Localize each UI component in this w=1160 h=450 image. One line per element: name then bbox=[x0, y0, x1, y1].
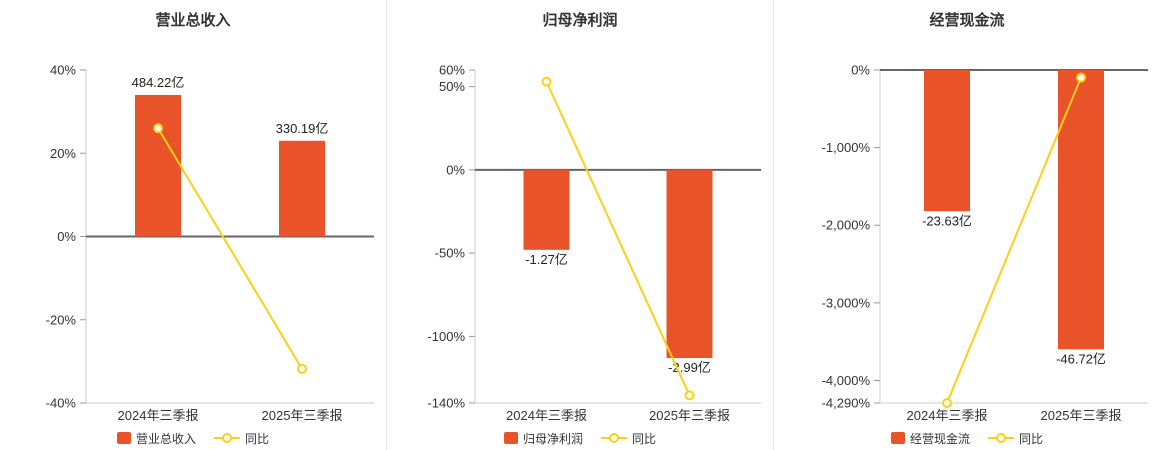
legend-item-cash-flow-yoy-line[interactable]: 同比 bbox=[988, 430, 1043, 447]
net-profit-chart-plot: 60%50%0%-50%-100%-140%-1.27亿-2.99亿2024年三… bbox=[427, 63, 761, 423]
x-axis-label: 2024年三季报 bbox=[118, 408, 199, 423]
chart-legend-revenue: 营业总收入 同比 bbox=[116, 426, 269, 450]
bar-2024年三季报[interactable] bbox=[523, 169, 570, 250]
chart-legend-net-profit: 归母净利润 同比 bbox=[503, 426, 656, 450]
bar-2024年三季报[interactable] bbox=[135, 94, 181, 237]
y-axis-tick-label: 20% bbox=[50, 146, 76, 161]
x-axis-label: 2025年三季报 bbox=[262, 408, 343, 423]
y-axis-tick-label: 0% bbox=[446, 162, 465, 177]
y-axis-tick-label: -100% bbox=[427, 329, 465, 344]
y-axis-tick-label: -4,000% bbox=[822, 373, 871, 388]
y-axis-tick-label: -3,000% bbox=[822, 295, 871, 310]
y-axis-tick-label: -140% bbox=[427, 396, 465, 411]
bar-value-label: -46.72亿 bbox=[1056, 351, 1106, 366]
bar-value-label: -23.63亿 bbox=[922, 213, 972, 228]
yoy-line bbox=[545, 81, 691, 396]
x-axis-label: 2024年三季报 bbox=[907, 408, 988, 423]
bar-series-label: 经营现金流 bbox=[909, 431, 970, 446]
yoy-line bbox=[946, 77, 1082, 404]
legend-item-revenue-bars[interactable]: 营业总收入 bbox=[116, 430, 196, 447]
bar-2025年三季报[interactable] bbox=[279, 140, 325, 237]
line-series-marker-icon bbox=[601, 433, 627, 443]
bar-2024年三季报[interactable] bbox=[924, 70, 970, 212]
y-axis-tick-label: -20% bbox=[46, 312, 77, 327]
yoy-point bbox=[1076, 72, 1086, 83]
bar-series-swatch bbox=[503, 432, 518, 444]
x-axis-label: 2024年三季报 bbox=[506, 408, 587, 423]
chart-legend-cash-flow: 经营现金流 同比 bbox=[890, 426, 1043, 450]
line-series-marker-icon bbox=[988, 433, 1014, 443]
legend-item-cash-flow-bars[interactable]: 经营现金流 bbox=[890, 430, 970, 447]
legend-item-net-profit-yoy-line[interactable]: 同比 bbox=[601, 430, 656, 447]
chart-panel-net-profit: 归母净利润 60% 50% 0% -50% -100% -140% -1.27亿 -2.99亿… bbox=[386, 0, 773, 450]
bar-series-label: 营业总收入 bbox=[135, 431, 196, 446]
bar-series-swatch bbox=[890, 432, 905, 444]
chart-title-net-profit: 归母净利润 bbox=[542, 12, 618, 29]
chart-title-cash-flow: 经营现金流 bbox=[929, 12, 1005, 29]
x-axis-label: 2025年三季报 bbox=[649, 408, 730, 423]
bar-2025年三季报[interactable] bbox=[666, 169, 713, 359]
y-axis-tick-label: 0% bbox=[57, 229, 76, 244]
y-axis-tick-label: 60% bbox=[439, 63, 465, 78]
bar-value-label: 484.22亿 bbox=[132, 75, 185, 90]
yoy-point bbox=[942, 398, 952, 408]
y-axis-tick-label: -40% bbox=[46, 396, 77, 411]
legend-item-net-profit-bars[interactable]: 归母净利润 bbox=[503, 430, 583, 447]
legend-item-revenue-yoy-line[interactable]: 同比 bbox=[214, 430, 269, 447]
bar-series-swatch bbox=[116, 432, 131, 444]
cash-flow-chart-plot: 0% -1,000% -2,000% -3,000% -4,000% -4,290% -23… bbox=[822, 63, 1148, 423]
yoy-point bbox=[153, 123, 163, 134]
line-series-marker-icon bbox=[214, 433, 240, 443]
yoy-line bbox=[157, 127, 303, 370]
y-axis-tick-label: 40% bbox=[50, 63, 76, 78]
chart-panel-revenue: 营业总收入 40% 20% 0% -20% -40% 484.22亿 330.19亿 2024… bbox=[0, 0, 386, 450]
chart-panel-cash-flow: 经营现金流 0% -1,000% -2,000% -3,000% -4,000% -4,2… bbox=[773, 0, 1160, 450]
yoy-point bbox=[684, 390, 695, 401]
line-series-label: 同比 bbox=[632, 431, 657, 446]
y-axis-tick-label: 0% bbox=[851, 63, 870, 78]
bar-2025年三季报[interactable] bbox=[1058, 70, 1104, 350]
y-axis-tick-label: -1,000% bbox=[822, 140, 871, 155]
y-axis-tick-label: 50% bbox=[439, 79, 465, 94]
yoy-point bbox=[541, 76, 552, 87]
bar-value-label: -1.27亿 bbox=[525, 252, 568, 267]
x-axis-label: 2025年三季报 bbox=[1041, 408, 1122, 423]
bar-series-label: 归母净利润 bbox=[522, 431, 583, 446]
yoy-point bbox=[297, 363, 307, 374]
y-axis-tick-label: -50% bbox=[435, 246, 466, 261]
chart-title-revenue: 营业总收入 bbox=[155, 12, 231, 29]
revenue-chart-plot: 40% 20% 0% -20% -40% 484.22亿 330.19亿 2024年三季报 20… bbox=[46, 63, 374, 423]
bar-value-label: 330.19亿 bbox=[276, 121, 329, 136]
line-series-label: 同比 bbox=[1019, 431, 1044, 446]
y-axis-tick-label: -2,000% bbox=[822, 218, 871, 233]
y-axis-tick-label: -4,290% bbox=[822, 396, 871, 411]
line-series-label: 同比 bbox=[245, 431, 270, 446]
